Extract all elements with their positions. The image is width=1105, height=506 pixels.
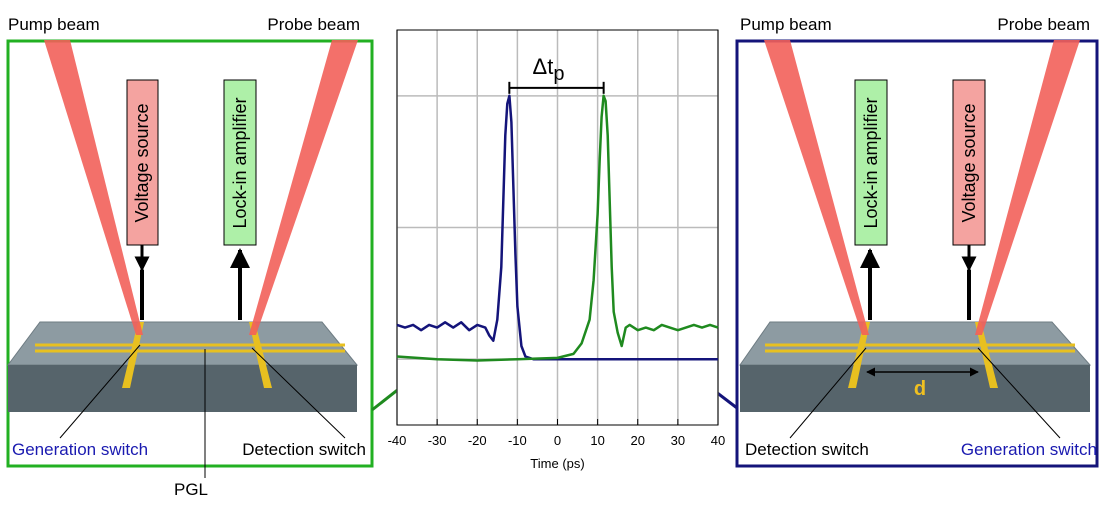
amplifier-label: Lock-in amplifier <box>230 97 250 228</box>
strip <box>122 322 144 388</box>
probe-beam <box>249 40 358 335</box>
x-tick-label: -40 <box>388 433 407 448</box>
source-label: Voltage source <box>132 103 152 222</box>
pump-beam <box>764 40 869 335</box>
x-tick-label: 40 <box>711 433 725 448</box>
source-box <box>126 79 159 246</box>
probe-beam <box>975 40 1080 335</box>
x-tick-label: 20 <box>631 433 645 448</box>
annotation-sub: p <box>553 63 564 85</box>
distance-label: d <box>914 378 926 400</box>
x-tick-label: -30 <box>428 433 447 448</box>
source-label: Voltage source <box>959 103 979 222</box>
generation-label: Generation switch <box>12 440 148 459</box>
x-tick-label: 10 <box>590 433 604 448</box>
pump-label: Pump beam <box>740 15 832 34</box>
source-box <box>952 79 986 246</box>
probe-label: Probe beam <box>267 15 360 34</box>
generation-label: Generation switch <box>961 440 1097 459</box>
amplifier-label: Lock-in amplifier <box>861 97 881 228</box>
strip <box>975 322 998 388</box>
x-tick-label: -20 <box>468 433 487 448</box>
amplifier-box <box>854 79 888 246</box>
panel-frame <box>6 39 374 468</box>
x-tick-label: 0 <box>554 433 561 448</box>
probe-label: Probe beam <box>997 15 1090 34</box>
pgl-label: PGL <box>174 480 208 499</box>
plot: -40 -30 -20 -10 0 10 20 30 40 Time (ps) Δtp <box>388 29 725 471</box>
right-panel: Lock-in amplifier Voltage source d Pump … <box>735 15 1099 468</box>
left-panel: Voltage source Lock-in amplifier Pump be… <box>6 15 374 499</box>
x-tick-label: 30 <box>671 433 685 448</box>
leader <box>977 347 1061 439</box>
leader <box>251 347 346 439</box>
detection-label: Detection switch <box>745 440 869 459</box>
slab-front <box>8 365 357 412</box>
leader <box>789 347 867 439</box>
slab-front <box>740 365 1090 412</box>
leader <box>59 344 141 439</box>
plot-frame <box>396 29 719 426</box>
annotation-main: Δt <box>533 54 554 79</box>
annotation: Δtp <box>533 54 565 85</box>
strip <box>249 322 272 388</box>
strip <box>848 322 870 388</box>
amplifier-box <box>223 79 257 246</box>
data-line <box>396 94 719 362</box>
pump-label: Pump beam <box>8 15 100 34</box>
x-axis-label: Time (ps) <box>530 456 584 471</box>
panel-frame <box>735 39 1099 468</box>
x-tick-label: -10 <box>508 433 527 448</box>
detection-label: Detection switch <box>242 440 366 459</box>
pump-beam <box>44 40 143 335</box>
